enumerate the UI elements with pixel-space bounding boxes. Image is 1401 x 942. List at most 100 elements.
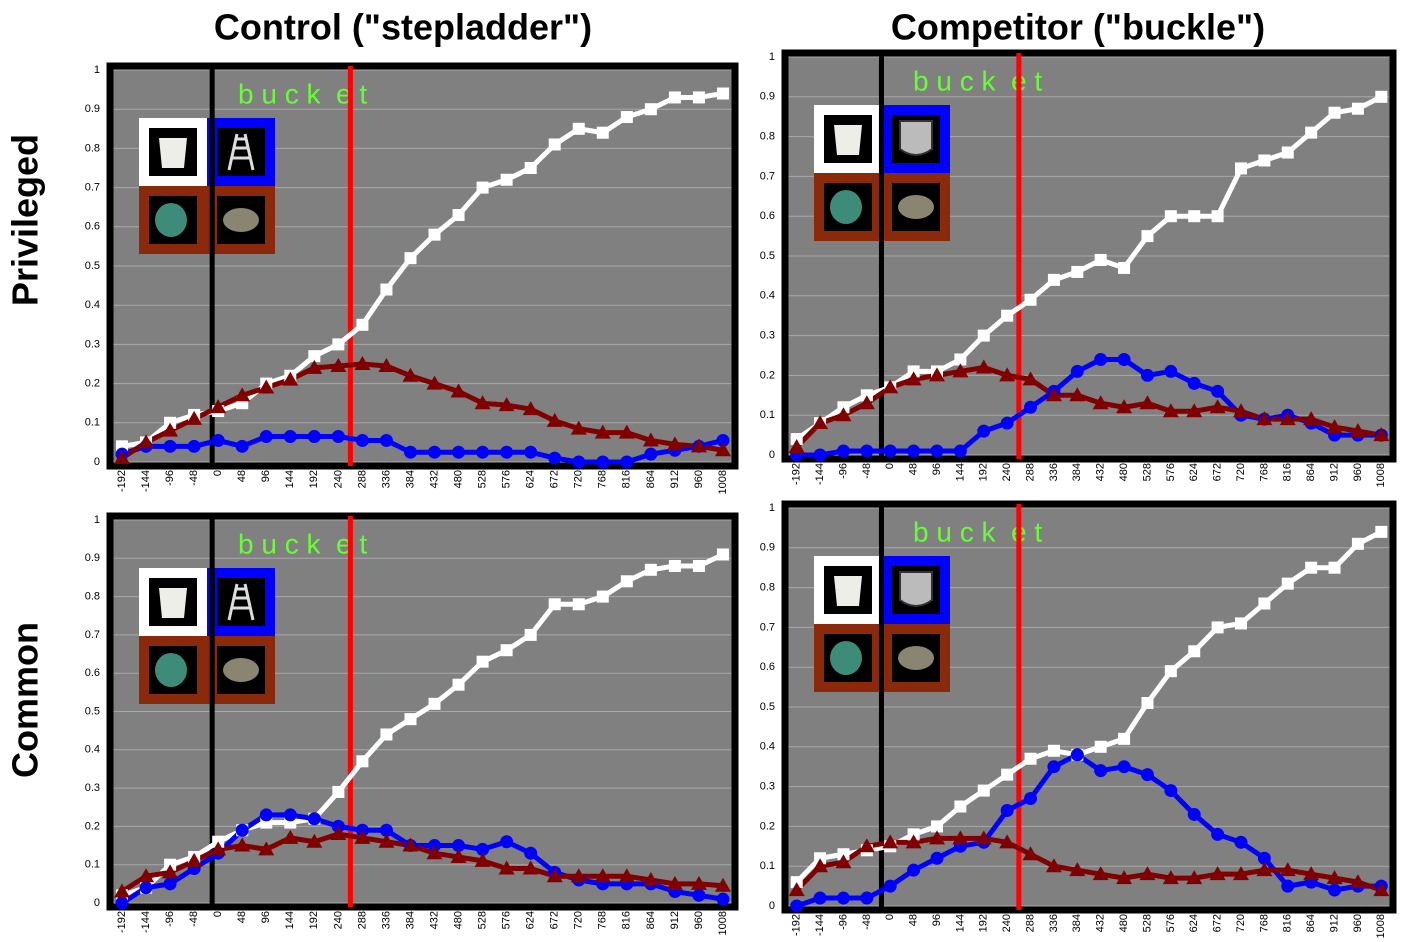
- marker-circle: [814, 892, 827, 905]
- x-tick-label: 576: [1165, 914, 1177, 932]
- marker-circle: [1001, 417, 1014, 430]
- marker-square: [477, 182, 489, 194]
- x-tick-label: 912: [1328, 463, 1340, 481]
- icon-elephant: [223, 208, 259, 232]
- annotation: b u c k e t: [913, 516, 1042, 547]
- x-tick-label: 0: [884, 463, 896, 469]
- marker-square: [1118, 733, 1130, 745]
- icon-image: [217, 578, 265, 626]
- y-tick-label: 0.2: [85, 820, 100, 832]
- row-label: Privileged: [5, 134, 46, 306]
- y-tick-label: 0: [769, 449, 775, 461]
- marker-square: [1165, 210, 1177, 222]
- marker-circle: [1118, 353, 1131, 366]
- x-tick-label: 432: [428, 911, 440, 929]
- y-tick-label: 1: [769, 51, 775, 63]
- marker-square: [429, 229, 441, 241]
- y-tick-label: 0.3: [85, 782, 100, 794]
- y-tick-label: 0.8: [760, 582, 775, 594]
- x-tick-label: -144: [814, 463, 826, 485]
- y-tick-label: 0.3: [85, 338, 100, 350]
- marker-circle: [1071, 748, 1084, 761]
- x-tick-label: -144: [140, 470, 152, 492]
- row-label: Common: [5, 622, 46, 778]
- marker-square: [501, 174, 513, 186]
- x-tick-label: 384: [404, 470, 416, 488]
- marker-circle: [907, 445, 920, 458]
- icon-mug: [830, 641, 862, 675]
- x-tick-label: 624: [1188, 914, 1200, 932]
- marker-circle: [837, 445, 850, 458]
- marker-circle: [1141, 369, 1154, 382]
- x-tick-label: 288: [356, 911, 368, 929]
- x-tick-label: 768: [597, 911, 609, 929]
- icon-bucket: [159, 588, 187, 618]
- y-tick-label: 0.1: [760, 409, 775, 421]
- y-tick-label: 0.4: [760, 290, 775, 302]
- marker-circle: [1094, 764, 1107, 777]
- marker-circle: [860, 445, 873, 458]
- marker-square: [1118, 262, 1130, 274]
- marker-square: [1305, 127, 1317, 139]
- marker-circle: [1235, 836, 1248, 849]
- marker-square: [549, 138, 561, 150]
- y-tick-label: 0.9: [85, 552, 100, 564]
- marker-circle: [1094, 353, 1107, 366]
- marker-circle: [284, 430, 297, 443]
- y-tick-label: 0.5: [85, 705, 100, 717]
- y-tick-label: 0.8: [85, 591, 100, 603]
- marker-circle: [1328, 884, 1341, 897]
- y-tick-label: 0.4: [760, 741, 775, 753]
- marker-square: [525, 162, 537, 174]
- x-tick-label: 1008: [1375, 914, 1387, 938]
- x-tick-label: 960: [693, 470, 705, 488]
- marker-circle: [404, 446, 417, 459]
- x-tick-label: 96: [931, 463, 943, 475]
- x-tick-label: 480: [1118, 914, 1130, 932]
- icon-mug: [155, 653, 187, 687]
- marker-circle: [356, 434, 369, 447]
- marker-square: [1071, 266, 1083, 278]
- x-tick-label: 720: [1235, 914, 1247, 932]
- x-tick-label: 336: [380, 911, 392, 929]
- marker-square: [1095, 741, 1107, 753]
- x-tick-label: -192: [116, 470, 128, 492]
- y-tick-label: 0.3: [760, 330, 775, 342]
- marker-square: [1165, 665, 1177, 677]
- marker-circle: [116, 897, 129, 910]
- marker-square: [693, 560, 705, 572]
- x-tick-label: 192: [978, 914, 990, 932]
- marker-circle: [837, 892, 850, 905]
- marker-circle: [428, 446, 441, 459]
- icon-buckle: [900, 121, 932, 155]
- marker-square: [1235, 617, 1247, 629]
- y-tick-label: 0.6: [85, 221, 100, 233]
- marker-square: [549, 598, 561, 610]
- marker-square: [332, 338, 344, 350]
- x-tick-label: 336: [1048, 463, 1060, 481]
- page: Control ("stepladder") Competitor ("buck…: [0, 0, 1401, 942]
- icon-mug: [155, 203, 187, 237]
- x-tick-label: 624: [525, 911, 537, 929]
- x-tick-label: 144: [954, 463, 966, 481]
- marker-circle: [692, 889, 705, 902]
- marker-circle: [1164, 365, 1177, 378]
- marker-circle: [884, 445, 897, 458]
- marker-square: [453, 209, 465, 221]
- x-tick-label: -96: [164, 470, 176, 486]
- x-tick-label: 336: [380, 470, 392, 488]
- x-tick-label: 768: [597, 470, 609, 488]
- y-tick-label: 0.6: [760, 210, 775, 222]
- x-tick-label: 528: [477, 911, 489, 929]
- x-tick-label: -144: [140, 911, 152, 933]
- x-tick-label: 48: [236, 911, 248, 923]
- x-tick-label: 432: [1095, 463, 1107, 481]
- x-tick-label: 192: [308, 911, 320, 929]
- x-tick-label: 576: [501, 911, 513, 929]
- x-tick-label: 96: [260, 470, 272, 482]
- y-tick-label: 0.5: [85, 260, 100, 272]
- y-tick-label: 0.7: [85, 629, 100, 641]
- x-tick-label: 96: [931, 914, 943, 926]
- x-tick-label: 288: [1024, 463, 1036, 481]
- marker-circle: [860, 892, 873, 905]
